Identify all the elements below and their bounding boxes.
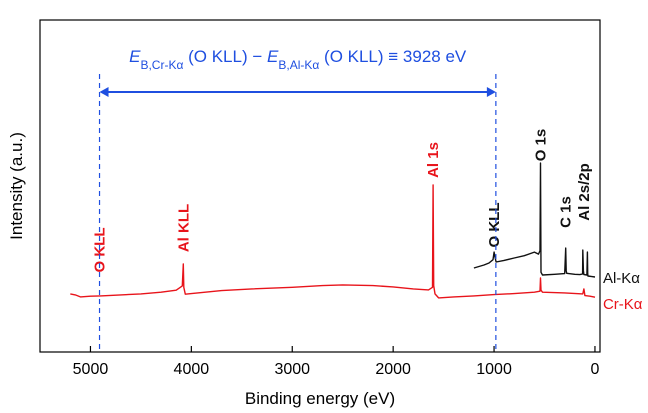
arrow-head — [99, 87, 109, 97]
y-axis-label: Intensity (a.u.) — [7, 132, 26, 240]
x-axis-label: Binding energy (eV) — [245, 389, 395, 408]
annotation-part: E — [129, 47, 141, 66]
annotation-part: (O KLL) − — [183, 47, 267, 66]
x-tick-label: 4000 — [174, 361, 210, 378]
plot-frame — [39, 19, 601, 353]
annotation-part: (O KLL) ≡ 3928 eV — [319, 47, 467, 66]
peak-label: Al KLL — [175, 204, 192, 252]
peak-label: C 1s — [558, 196, 575, 228]
series-label: Al-Kα — [603, 270, 640, 287]
shift-annotation: EB,Cr-Kα (O KLL) − EB,Al-Kα (O KLL) ≡ 39… — [129, 47, 467, 72]
spectrum-line — [70, 184, 596, 299]
peak-label: Al 1s — [425, 142, 442, 178]
x-tick-label: 3000 — [274, 361, 310, 378]
x-tick-label: 5000 — [73, 361, 109, 378]
peak-label: O 1s — [532, 129, 549, 162]
peak-label: Al 2s/2p — [576, 163, 593, 221]
x-tick-label: 1000 — [476, 361, 512, 378]
annotation-part: B,Al-Kα — [278, 58, 319, 72]
arrow-head — [486, 87, 496, 97]
x-tick-label: 2000 — [375, 361, 411, 378]
peak-label: O KLL — [486, 203, 503, 248]
x-tick-label: 0 — [591, 361, 600, 378]
annotation-part: B,Cr-Kα — [140, 58, 183, 72]
annotation-part: E — [267, 47, 279, 66]
series-label: Cr-Kα — [603, 296, 643, 313]
